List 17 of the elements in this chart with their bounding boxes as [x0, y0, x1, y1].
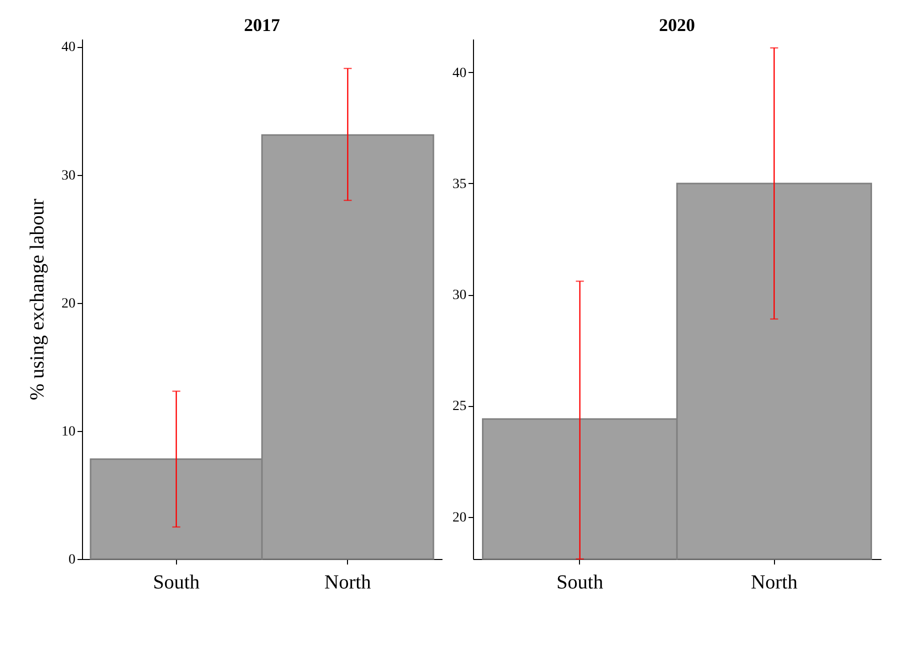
- chart-title: 2020: [659, 15, 695, 35]
- y-tick-label: 40: [452, 66, 466, 81]
- y-tick-label: 20: [452, 510, 466, 526]
- y-tick-label: 40: [62, 40, 76, 56]
- y-tick-label: 35: [452, 176, 466, 192]
- y-tick-label: 0: [68, 552, 76, 568]
- x-tick-label: South: [556, 572, 604, 594]
- y-axis-title: % using exchange labour: [26, 198, 48, 400]
- x-tick-label: North: [324, 572, 372, 594]
- chart-title: 2017: [244, 15, 280, 35]
- y-tick-label: 25: [452, 399, 466, 414]
- y-tick-label: 20: [62, 296, 76, 312]
- x-tick-label: North: [750, 572, 798, 594]
- y-tick-label: 30: [452, 288, 466, 304]
- y-tick-label: 30: [62, 168, 76, 184]
- x-tick-label: South: [152, 572, 200, 594]
- y-tick-label: 10: [62, 424, 76, 440]
